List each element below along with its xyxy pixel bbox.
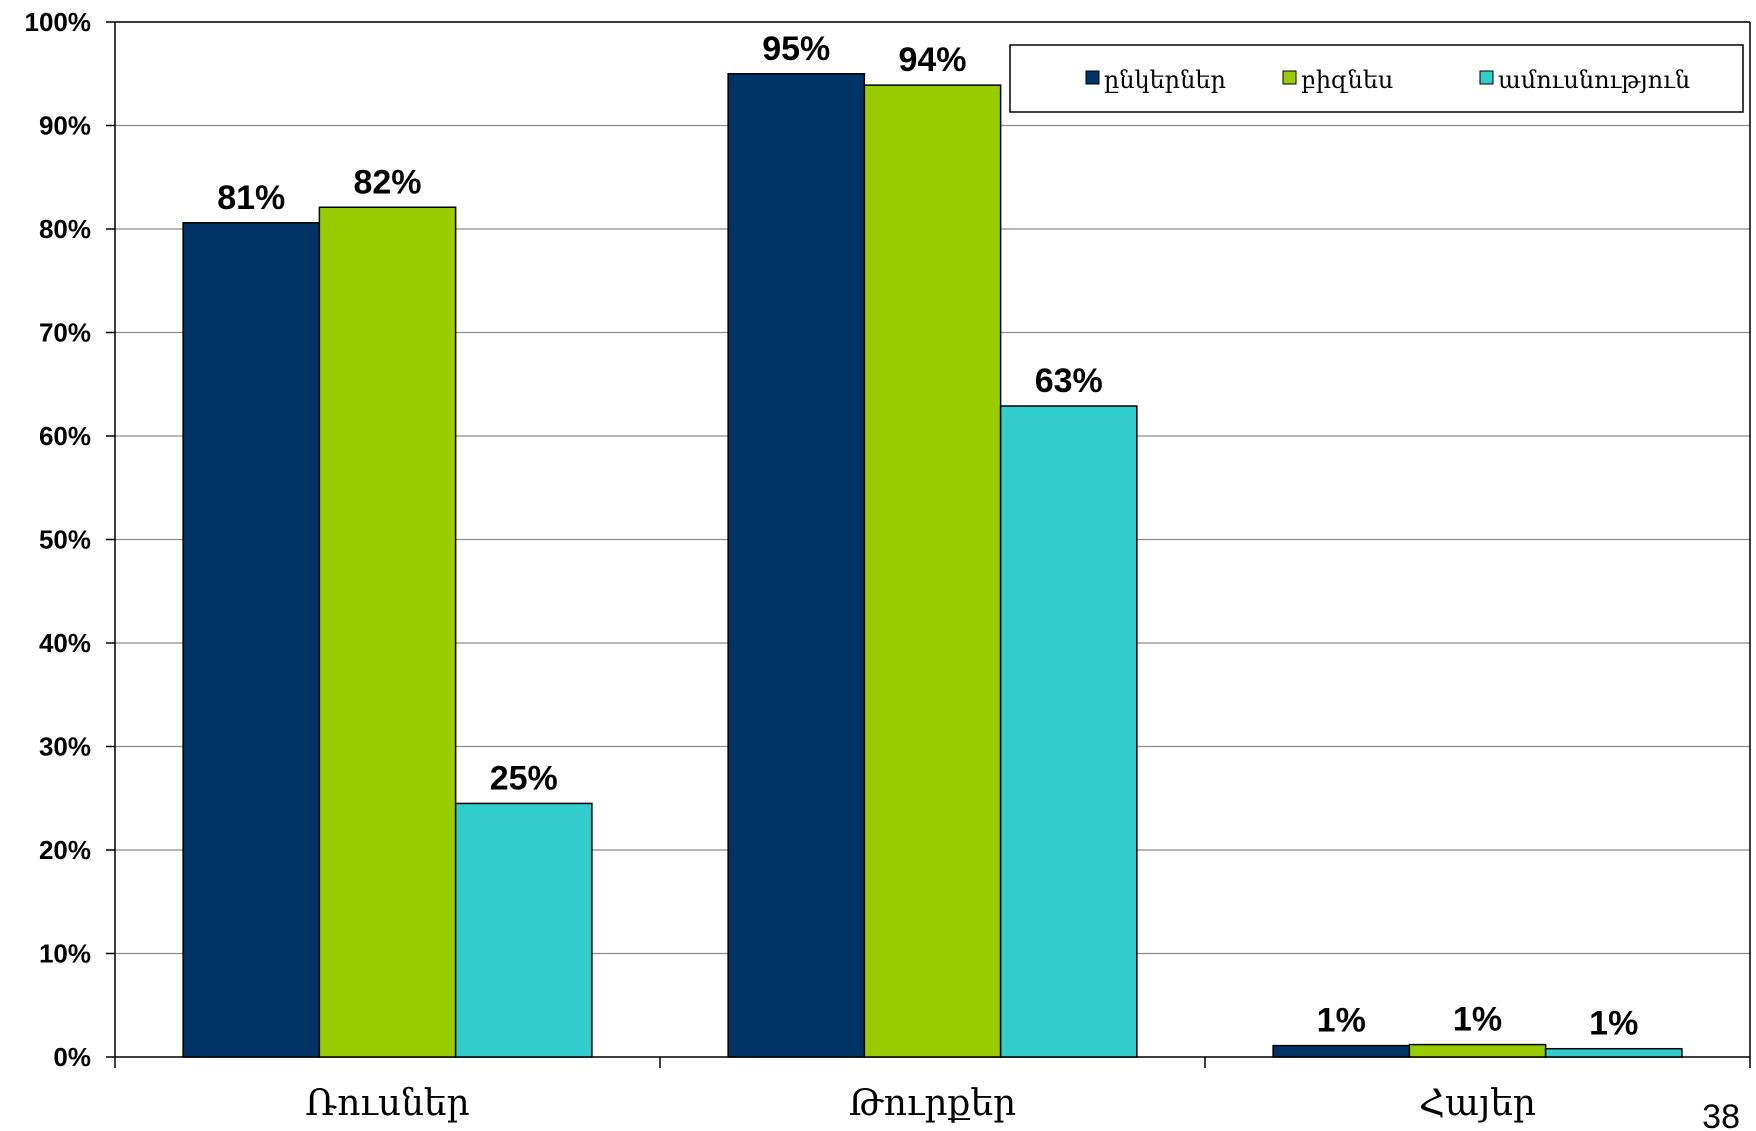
x-category-label: Թուրքեր [849,1083,1016,1124]
y-tick-label: 70% [39,318,91,348]
data-labels: 81% 82% 25% 95% 94% 63% 1% 1% 1% [217,30,1638,1043]
bar [1272,1044,1411,1058]
y-tick-label: 100% [25,7,92,37]
axes: 0% 10% 20% 30% 40% 50% 60% 70% 80% 90% 100% Ռուսներ… [25,7,1751,1124]
legend-swatch [1479,70,1494,85]
data-label: 82% [353,163,421,201]
bars [182,73,1683,1058]
y-tick-label: 0% [53,1042,91,1072]
page-number: 38 [1702,1098,1740,1131]
legend-swatch [1282,70,1297,85]
legend-label: ամուսնություն [1498,66,1690,94]
legend: ընկերներ բիզնես ամուսնություն [1009,44,1744,113]
x-category-label: Ռուսներ [305,1083,469,1124]
y-tick-label: 50% [39,525,91,555]
bar [863,84,1002,1058]
legend-swatch [1085,70,1100,85]
x-category-label: Հայեր [1419,1083,1536,1124]
y-tick-label: 60% [39,421,91,451]
data-label: 1% [1453,1001,1502,1039]
bar [454,802,593,1058]
y-tick-label: 30% [39,732,91,762]
y-tick-label: 10% [39,939,91,969]
data-label: 63% [1035,362,1103,400]
y-tick-label: 20% [39,835,91,865]
data-label: 25% [490,759,558,797]
legend-box [1009,44,1744,113]
bar [1544,1047,1683,1058]
legend-label: ընկերներ [1104,66,1226,94]
y-tick-label: 90% [39,111,91,141]
data-label: 94% [898,41,966,79]
bar [182,222,321,1058]
data-label: 95% [762,30,830,68]
data-label: 1% [1317,1002,1366,1040]
data-label: 1% [1589,1005,1638,1043]
y-tick-label: 80% [39,214,91,244]
data-label: 81% [217,179,285,217]
bar [318,206,457,1058]
bar [727,73,866,1058]
bar [1408,1043,1547,1058]
legend-label: բիզնես [1301,66,1393,94]
y-tick-label: 40% [39,628,91,658]
bar [999,405,1138,1058]
